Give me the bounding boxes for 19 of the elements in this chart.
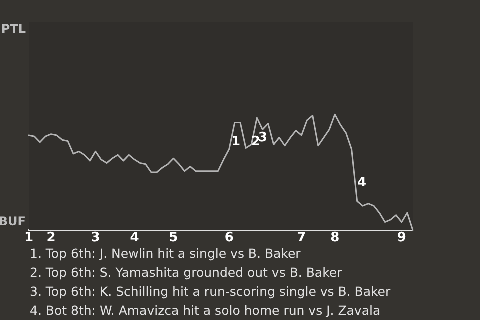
x-tick-label: 3 xyxy=(91,230,100,246)
x-tick-label: 9 xyxy=(397,230,406,246)
text: 2. Top 6th: S. Yamashita grounded out vs B. Baker xyxy=(30,264,344,282)
x-tick-label: 4 xyxy=(130,230,140,246)
text: 3. Top 6th: K. Schilling hit a run-scoring single vs B. Baker xyxy=(30,283,391,301)
text: 1. Top 6th: J. Newlin hit a single vs B. Baker xyxy=(30,245,302,263)
x-tick-label: 1 xyxy=(24,230,34,246)
annotation: 2 xyxy=(251,134,261,150)
x-tick-label: 7 xyxy=(297,230,306,246)
annotation: 3 xyxy=(258,130,268,146)
text: PTL xyxy=(1,22,26,36)
x-tick-label: 6 xyxy=(224,230,234,246)
annotation: 1 xyxy=(231,134,241,150)
text: BUF xyxy=(0,214,26,229)
x-tick-label: 5 xyxy=(169,230,178,246)
x-tick-label: 8 xyxy=(330,230,340,246)
annotation: 4 xyxy=(357,175,367,190)
x-tick-label: 2 xyxy=(46,230,56,246)
text: 4. Bot 8th: W. Amavizca hit a solo home run vs J. Zavala xyxy=(30,302,382,320)
